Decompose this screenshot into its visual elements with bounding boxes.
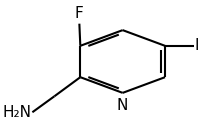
- Text: F: F: [75, 6, 84, 21]
- Text: I: I: [195, 38, 199, 53]
- Text: H₂N: H₂N: [2, 105, 31, 120]
- Text: N: N: [117, 98, 128, 113]
